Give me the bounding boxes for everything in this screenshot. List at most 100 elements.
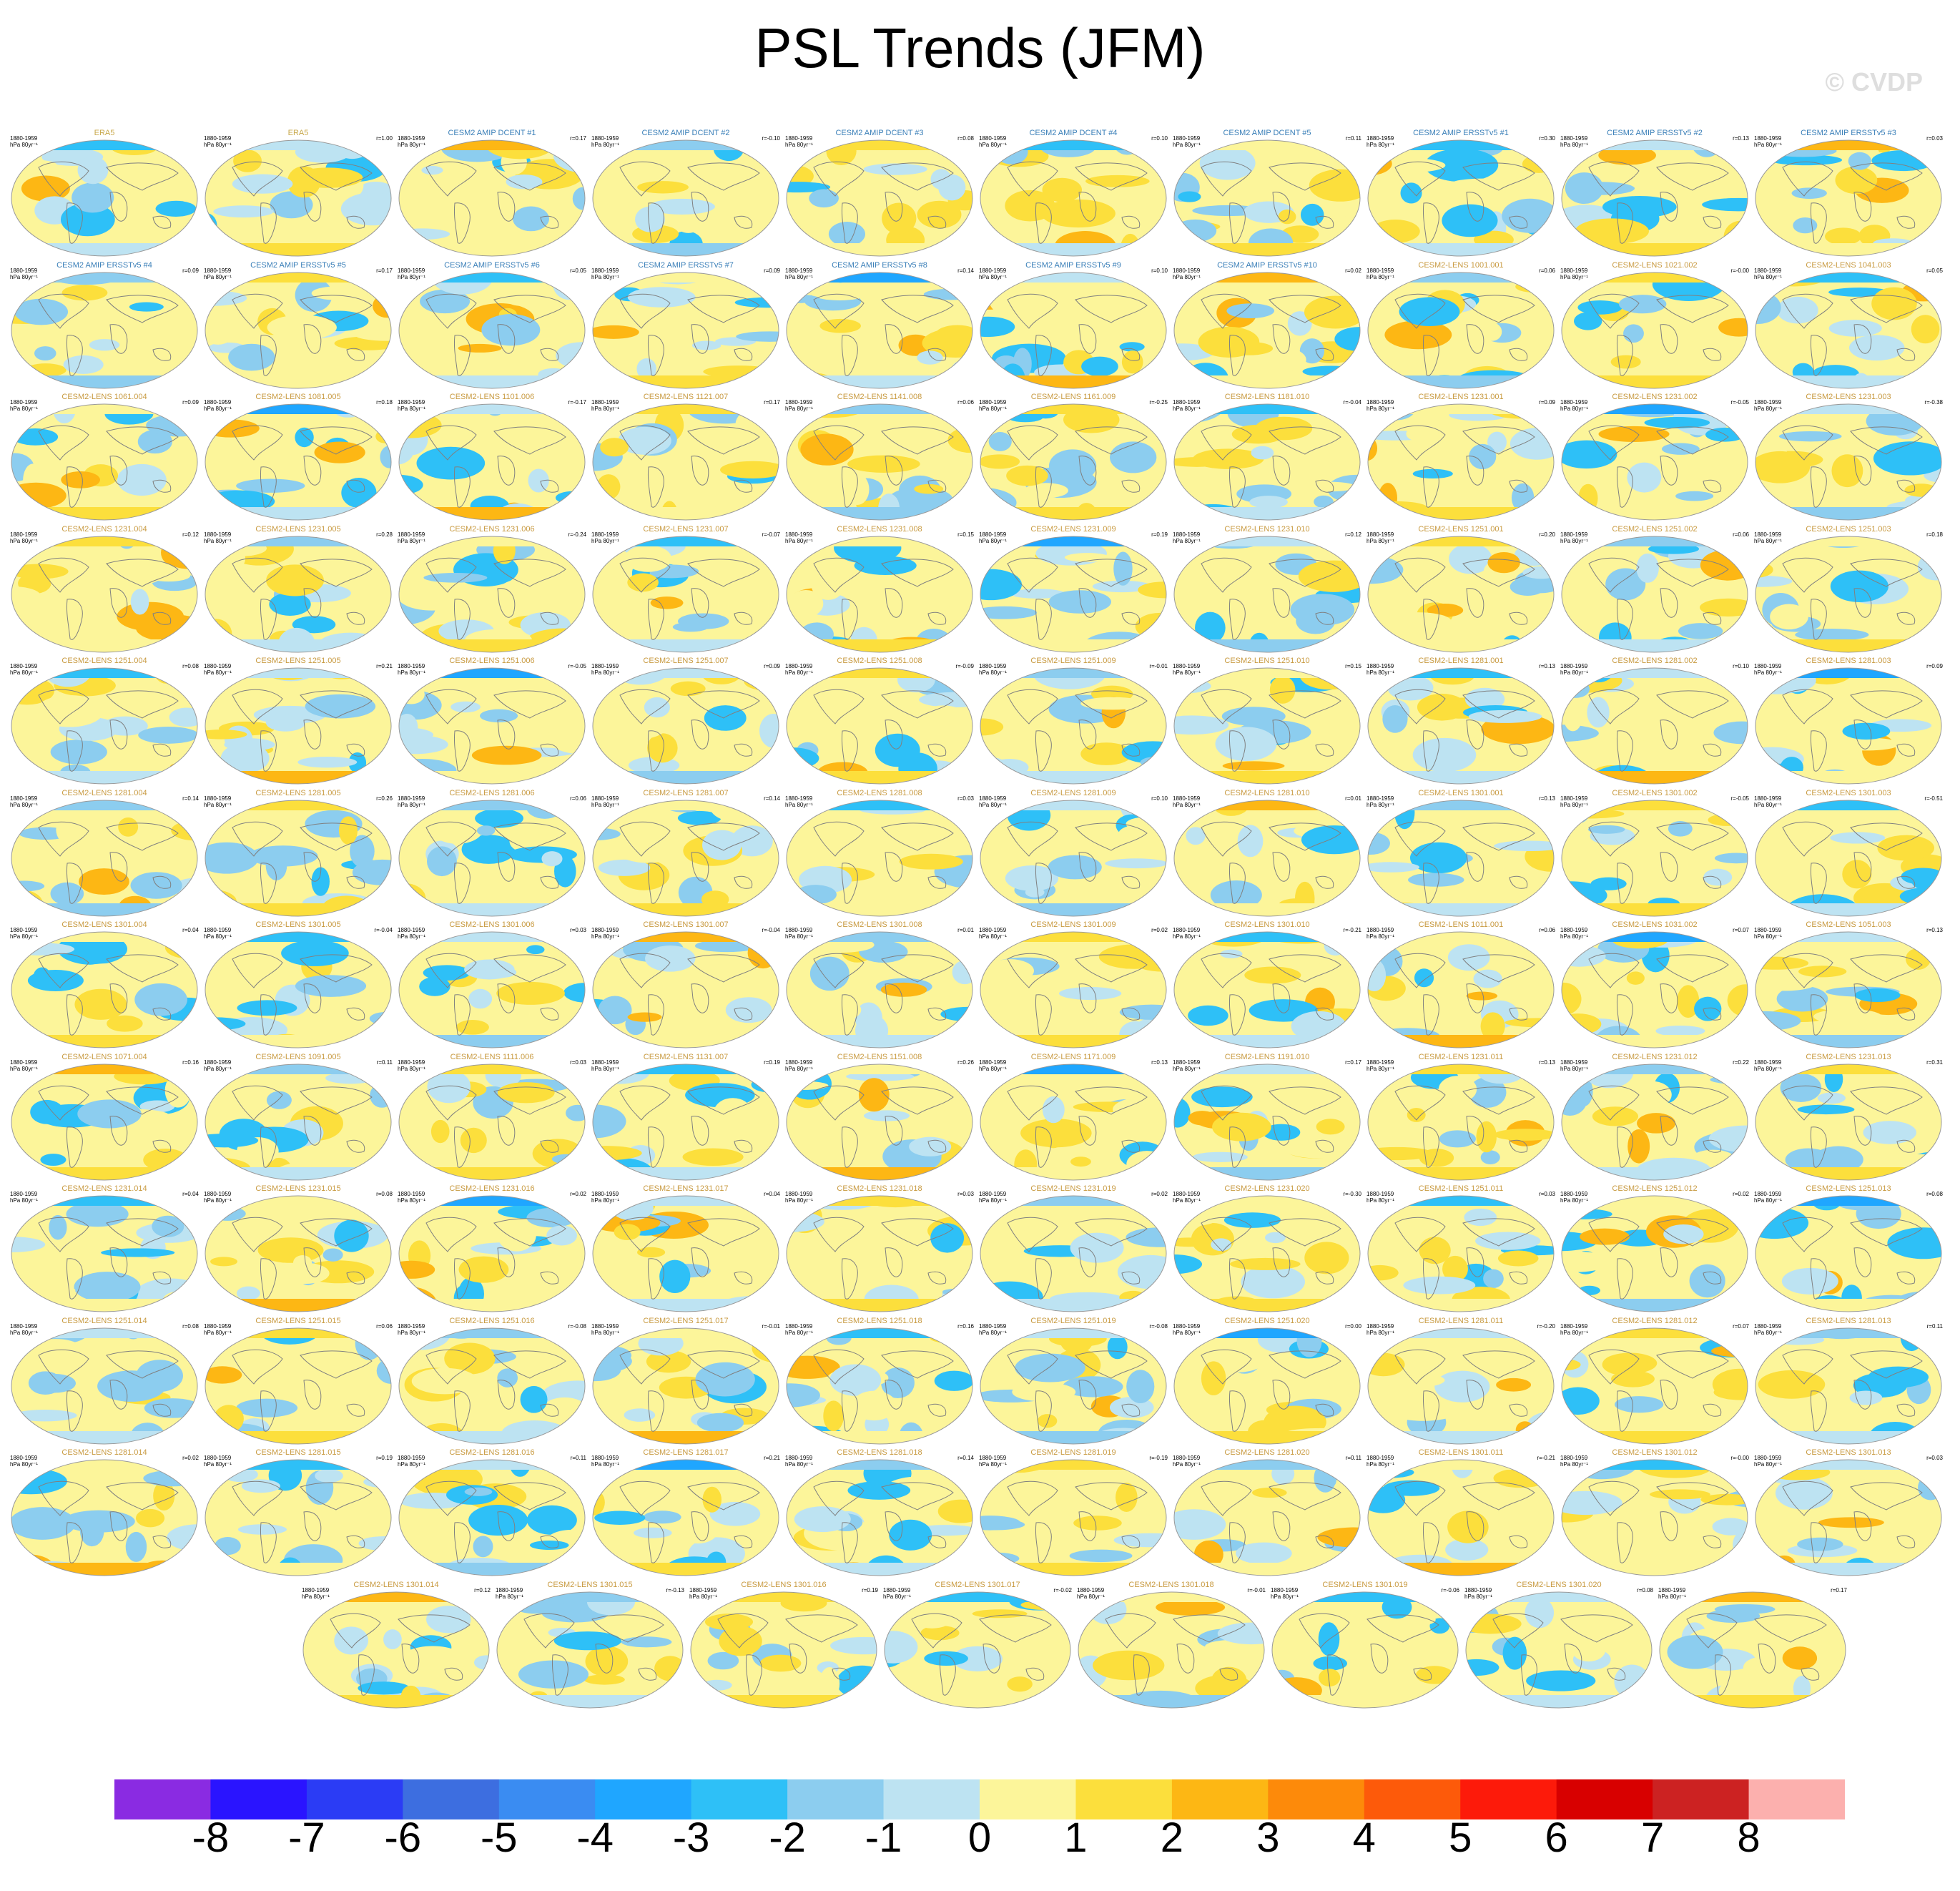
coastline — [1272, 851, 1291, 882]
panel-correlation: r=0.01 — [957, 927, 974, 933]
trend-region — [1176, 584, 1203, 595]
trend-region — [1493, 1468, 1548, 1488]
trend-region — [572, 187, 585, 210]
trend-region — [1580, 1228, 1630, 1245]
trend-region — [1849, 1390, 1883, 1405]
global-map — [1465, 1591, 1653, 1708]
map-border — [1755, 667, 1942, 785]
panel-correlation: r=0.18 — [376, 399, 393, 406]
trend-region — [355, 1327, 383, 1360]
trend-region — [1675, 491, 1714, 501]
coastline — [493, 1482, 566, 1511]
trend-region — [643, 1511, 681, 1524]
coastline — [454, 994, 471, 1036]
trend-map-panel: ERA5 1880-1959 hPa 80yr⁻¹ — [9, 129, 200, 259]
global-map — [1755, 403, 1942, 521]
coastline — [691, 323, 709, 354]
panel-period: 1880-1959 — [979, 927, 1007, 933]
trend-region — [445, 164, 478, 184]
global-map — [11, 931, 198, 1048]
southern-region — [399, 1299, 585, 1312]
panel-title: CESM2-LENS 1281.007 — [643, 788, 729, 797]
trend-region — [1078, 1598, 1089, 1619]
panel-title: CESM2-LENS 1231.007 — [643, 524, 729, 534]
trend-region — [829, 1227, 900, 1247]
trend-region — [759, 1476, 779, 1486]
trend-region — [1356, 1676, 1430, 1693]
trend-region — [1063, 1375, 1123, 1398]
coastline — [619, 689, 671, 725]
southern-region — [1755, 375, 1941, 388]
coastline — [1850, 1218, 1923, 1247]
panel-title: CESM2-LENS 1281.014 — [61, 1448, 147, 1457]
trend-region — [1073, 1516, 1122, 1531]
coastline — [1588, 1480, 1640, 1516]
trend-region — [1702, 197, 1748, 212]
trend-region — [1466, 1659, 1499, 1676]
coastline — [425, 1217, 477, 1252]
global-map — [1173, 931, 1361, 1048]
panel-period: 1880-1959 — [591, 1455, 619, 1461]
southern-region — [980, 903, 1166, 916]
coastline — [109, 1247, 128, 1277]
coastline — [38, 161, 89, 197]
trend-region — [1562, 247, 1575, 256]
panel-units: hPa 80yr⁻¹ — [1173, 406, 1201, 412]
trend-region — [885, 1630, 918, 1664]
coastline — [232, 1480, 283, 1516]
global-map — [786, 931, 973, 1048]
panel-units: hPa 80yr⁻¹ — [689, 1593, 717, 1600]
coastline — [1462, 162, 1535, 191]
trend-region — [432, 815, 483, 844]
coastline — [1660, 1379, 1678, 1410]
panel-period: 1880-1959 — [785, 1191, 813, 1197]
panel-period: 1880-1959 — [1173, 135, 1201, 142]
trend-region — [1663, 1224, 1704, 1244]
trend-region — [1195, 611, 1226, 644]
coastline — [67, 466, 83, 508]
trend-region — [1377, 1372, 1445, 1387]
map-border — [1173, 800, 1361, 916]
trend-map-panel: CESM2-LENS 1231.020 1880-1959 hPa 80yr⁻¹ r=… — [1171, 1184, 1363, 1315]
trend-region — [1700, 1493, 1748, 1506]
coastline — [300, 1482, 373, 1511]
panel-title: CESM2-LENS 1251.011 — [1418, 1184, 1504, 1193]
coastline — [1850, 822, 1923, 851]
trend-region — [1578, 483, 1598, 513]
trend-region — [627, 1012, 662, 1022]
coastline — [398, 1614, 471, 1643]
trend-region — [1249, 496, 1288, 509]
coastline — [648, 994, 664, 1036]
southern-region — [787, 243, 972, 256]
southern-region — [787, 1166, 972, 1180]
panel-correlation: r=0.07 — [1733, 927, 1749, 933]
panel-title: CESM2-LENS 1301.005 — [255, 920, 341, 929]
coastline — [1327, 1654, 1344, 1696]
panel-units: hPa 80yr⁻¹ — [398, 933, 425, 940]
colorbar-tick-label: 4 — [1352, 1814, 1376, 1861]
panel-correlation: r=0.11 — [1345, 135, 1361, 142]
trend-region — [1005, 865, 1059, 891]
panel-correlation: r=0.14 — [957, 1455, 974, 1461]
panel-units: hPa 80yr⁻¹ — [1560, 537, 1588, 544]
trend-region — [1526, 1670, 1596, 1691]
trend-region — [983, 1498, 1001, 1513]
trend-map-panel: CESM2 AMIP ERSSTv5 #8 1880-1959 hPa 80yr⁻¹… — [784, 261, 975, 391]
map-border — [1367, 1459, 1555, 1576]
coastline — [1423, 994, 1439, 1036]
trend-region — [513, 206, 549, 232]
trend-region — [682, 1147, 744, 1166]
trend-region — [134, 983, 187, 1016]
coastline — [1656, 1482, 1729, 1511]
panel-period: 1880-1959 — [1077, 1586, 1105, 1593]
trend-region — [79, 868, 129, 895]
panel-correlation: r=-0.01 — [1247, 1586, 1266, 1593]
trend-region — [1714, 1603, 1776, 1614]
trend-region — [881, 1367, 915, 1398]
panel-units: hPa 80yr⁻¹ — [1173, 1461, 1201, 1468]
panel-correlation: r=0.05 — [1926, 267, 1943, 274]
panel-units: hPa 80yr⁻¹ — [10, 1065, 38, 1072]
colorbar-swatch — [980, 1779, 1076, 1819]
coastline — [540, 348, 559, 361]
panel-correlation: r=0.16 — [182, 1059, 199, 1066]
